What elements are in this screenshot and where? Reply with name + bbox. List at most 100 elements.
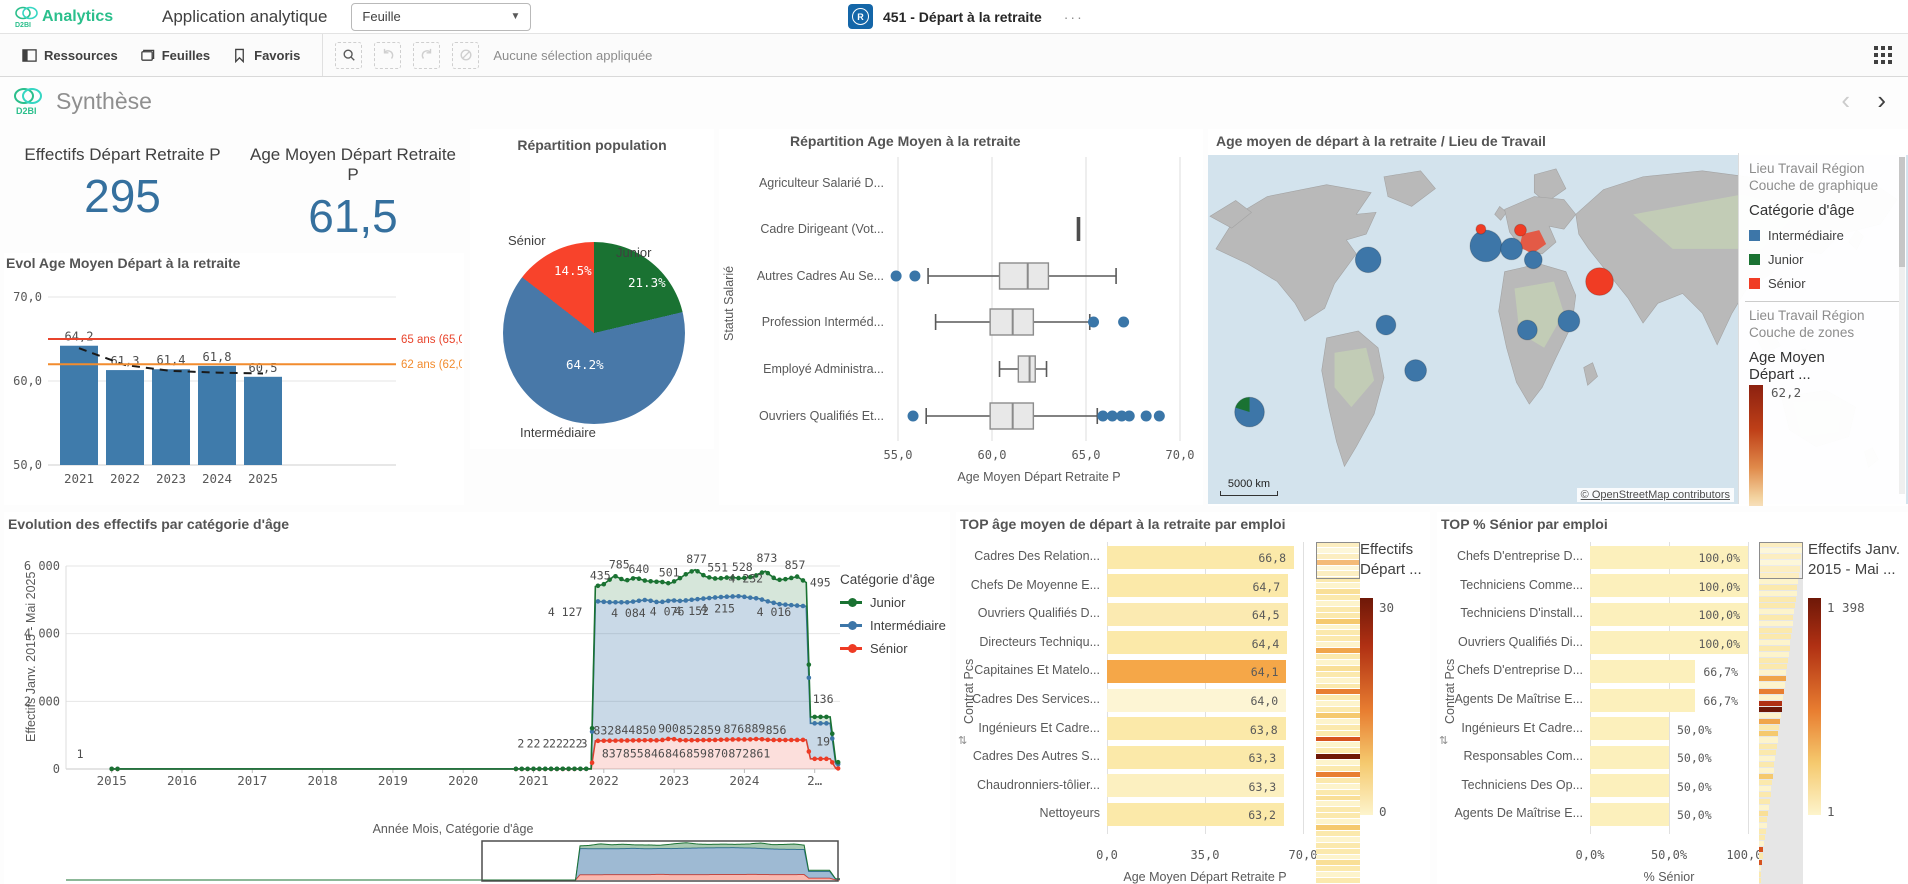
legend-item[interactable]: Junior <box>1749 252 1900 267</box>
zone-france-red[interactable] <box>1519 230 1547 254</box>
bar[interactable] <box>244 376 282 465</box>
row-label[interactable]: Ouvriers Qualifiés D... <box>977 606 1100 621</box>
box[interactable] <box>998 262 1050 290</box>
outlier-dot[interactable] <box>1116 410 1128 422</box>
resources-button[interactable]: Ressources <box>22 48 118 63</box>
scroll-overview-strip[interactable] <box>1316 542 1360 884</box>
clear-selections-button[interactable] <box>452 41 480 69</box>
document-chip[interactable]: R 451 - Départ à la retraite ··· <box>848 0 1084 33</box>
row-label[interactable]: Responsables Com... <box>1463 749 1583 764</box>
overview-viewport[interactable] <box>1316 542 1360 579</box>
legend-item[interactable]: Intermédiaire <box>840 618 946 633</box>
legend-item[interactable]: Sénior <box>840 641 946 656</box>
row-label[interactable]: Agents De Maîtrise E... <box>1454 692 1583 706</box>
panel-evol-age[interactable]: Evol Age Moyen Départ à la retraite 70,0… <box>4 253 464 505</box>
pie-chart[interactable] <box>503 242 685 424</box>
outlier-dot[interactable] <box>1123 410 1135 422</box>
map-bubble[interactable] <box>1557 309 1581 333</box>
row-label[interactable]: Nettoyeurs <box>1039 806 1100 821</box>
map-bubble[interactable] <box>1523 250 1543 270</box>
outlier-dot[interactable] <box>1140 410 1152 422</box>
hbar[interactable] <box>1590 688 1696 712</box>
hbar[interactable] <box>1107 631 1288 655</box>
panel-top-age[interactable]: TOP âge moyen de départ à la retraite pa… <box>956 512 1430 884</box>
hbar[interactable] <box>1107 688 1287 712</box>
undo-selection-button[interactable] <box>374 41 402 69</box>
outlier-dot[interactable] <box>1097 410 1109 422</box>
overview-viewport[interactable] <box>481 840 839 882</box>
row-label[interactable]: Chefs D'entreprise D... <box>1456 663 1583 678</box>
map-bubble[interactable] <box>1404 359 1427 382</box>
hbar[interactable] <box>1107 774 1285 798</box>
row-label[interactable]: Chaudronniers-tôlier... <box>977 777 1100 792</box>
hbar[interactable] <box>1107 717 1286 741</box>
panel-evolution[interactable]: Evolution des effectifs par catégorie d'… <box>4 512 950 884</box>
row-label[interactable]: Chefs De Moyenne E... <box>970 577 1100 592</box>
panel-top-senior[interactable]: TOP % Sénior par emploi Contrat Pcs ⇅ 0,… <box>1437 512 1908 884</box>
kpi-age-moyen[interactable]: Age Moyen Départ Retraite P 61,5 <box>248 145 458 243</box>
row-label[interactable]: Techniciens D'install... <box>1460 606 1583 621</box>
legend-item[interactable]: Sénior <box>1749 276 1900 291</box>
hbar[interactable] <box>1107 545 1295 569</box>
next-sheet-button[interactable]: › <box>1877 85 1886 115</box>
row-label[interactable]: Ouvriers Qualifiés Di... <box>1457 634 1583 649</box>
map-bubble[interactable] <box>1500 237 1523 261</box>
evol-age-bar-chart[interactable]: 70,060,050,064,2202161,3202261,4202361,8… <box>4 253 462 503</box>
hbar[interactable] <box>1590 745 1669 769</box>
hbar[interactable] <box>1590 574 1748 598</box>
row-label[interactable]: Techniciens Des Op... <box>1461 777 1583 792</box>
outlier-dot[interactable] <box>890 270 902 282</box>
row-label[interactable]: Ingénieurs Et Cadre... <box>1461 720 1583 735</box>
redo-selection-button[interactable] <box>413 41 441 69</box>
map-bubble[interactable] <box>1469 229 1503 263</box>
bar[interactable] <box>106 370 144 465</box>
panel-pie[interactable]: Répartition population Sénior Junior Int… <box>470 129 714 449</box>
row-label[interactable]: Cadres Des Services... <box>972 692 1100 706</box>
map-attribution[interactable]: © OpenStreetMap contributors <box>1576 488 1734 502</box>
hbar[interactable] <box>1590 659 1696 683</box>
prev-sheet-button[interactable]: ‹ <box>1841 85 1850 115</box>
sheet-type-select[interactable]: Feuille ▼ <box>351 2 532 31</box>
hbar[interactable] <box>1107 745 1285 769</box>
legend-item[interactable]: Junior <box>840 595 946 610</box>
hbar[interactable] <box>1107 602 1288 626</box>
age-boxplot-chart[interactable]: 55,0 60,0 65,0 70,0 Statut Salarié Age Moyen … <box>719 129 1203 501</box>
hbar[interactable] <box>1107 574 1289 598</box>
map-bubbles[interactable] <box>1234 223 1614 428</box>
bar[interactable] <box>198 365 236 465</box>
hbar[interactable] <box>1590 774 1669 798</box>
row-label[interactable]: Directeurs Techniqu... <box>979 634 1100 649</box>
hbar[interactable] <box>1590 631 1748 655</box>
panel-boxplot[interactable]: Répartition Age Moyen à la retraite 55,0… <box>719 129 1203 505</box>
hbar[interactable] <box>1107 802 1284 826</box>
row-label[interactable]: Ingénieurs Et Cadre... <box>978 720 1100 735</box>
row-label[interactable]: Techniciens Comme... <box>1460 577 1583 592</box>
map-bubble[interactable] <box>1354 246 1382 274</box>
row-label[interactable]: Cadres Des Autres S... <box>972 749 1100 764</box>
bar[interactable] <box>60 345 98 465</box>
map-bubble[interactable] <box>1375 314 1397 336</box>
box[interactable] <box>1017 355 1036 383</box>
smart-search-button[interactable] <box>335 41 363 69</box>
outlier-dot[interactable] <box>1153 410 1165 422</box>
bar[interactable] <box>152 369 190 465</box>
row-label[interactable]: Capitaines Et Matelo... <box>974 663 1100 678</box>
legend-item[interactable]: Intermédiaire <box>1749 228 1900 243</box>
row-label[interactable]: Chefs D'entreprise D... <box>1456 549 1583 563</box>
sort-icon[interactable]: ⇅ <box>1439 735 1449 747</box>
outlier-dot[interactable] <box>909 270 921 282</box>
hbar[interactable] <box>1107 659 1287 683</box>
kpi-effectifs[interactable]: Effectifs Départ Retraite P 295 <box>20 145 225 223</box>
panel-map[interactable]: Age moyen de départ à la retraite / Lieu… <box>1208 129 1908 506</box>
sheets-button[interactable]: Feuilles <box>140 48 210 63</box>
map-bubble[interactable] <box>1516 319 1538 341</box>
hbar[interactable] <box>1590 717 1669 741</box>
favorites-button[interactable]: Favoris <box>232 48 300 63</box>
evolution-area-chart[interactable]: 0 2 000 4 000 6 000 2015 2016 2017 2018 2019 2020… <box>4 512 950 802</box>
row-label[interactable]: Cadres Des Relation... <box>974 549 1100 563</box>
outlier-dot[interactable] <box>907 410 919 422</box>
hbar[interactable] <box>1590 802 1669 826</box>
more-menu-icon[interactable]: ··· <box>1063 8 1084 25</box>
map-bubble[interactable] <box>1514 223 1527 237</box>
outlier-dot[interactable] <box>1118 316 1130 328</box>
